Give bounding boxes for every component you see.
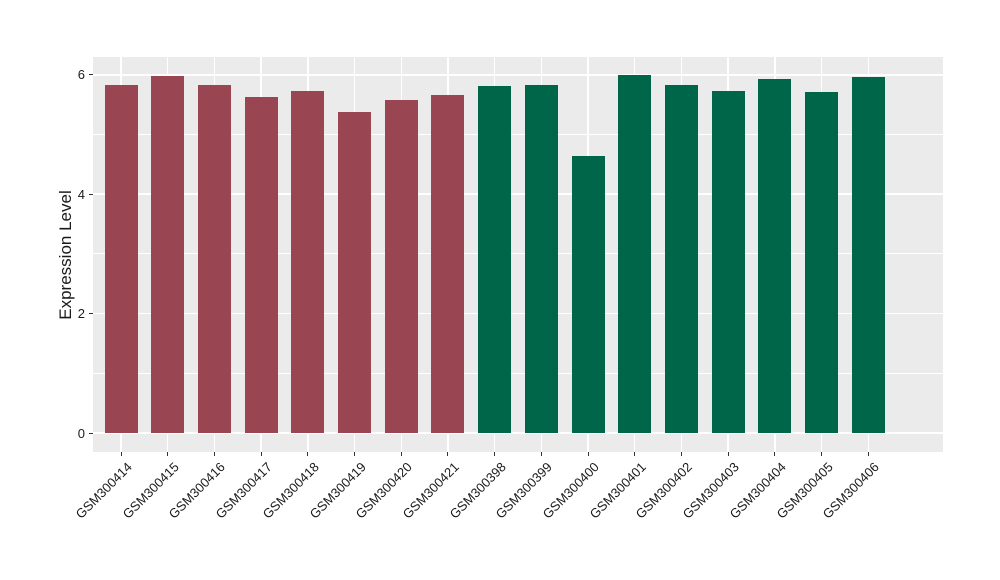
gridline-y-minor: [93, 133, 943, 135]
x-axis-tick: [400, 452, 402, 456]
x-axis-tick: [120, 452, 122, 456]
gridline-y-major: [93, 193, 943, 196]
x-axis-tick: [587, 452, 589, 456]
bar-GSM300405: [805, 92, 839, 433]
bar-GSM300420: [384, 99, 418, 433]
bar-GSM300399: [524, 85, 558, 433]
y-axis-tick: [89, 432, 93, 434]
x-axis-tick: [354, 452, 356, 456]
x-axis-tick: [213, 452, 215, 456]
gridline-y-minor: [93, 372, 943, 374]
bar-GSM300402: [664, 85, 698, 433]
x-axis-tick: [494, 452, 496, 456]
bar-GSM300400: [571, 155, 605, 433]
y-tick-label: 0: [77, 425, 85, 441]
gridline-y-major: [93, 73, 943, 76]
x-axis-tick: [307, 452, 309, 456]
bar-GSM300398: [478, 86, 512, 433]
y-tick-label: 2: [77, 306, 85, 322]
x-axis-tick: [167, 452, 169, 456]
x-axis-tick: [774, 452, 776, 456]
x-axis-tick: [680, 452, 682, 456]
bar-GSM300417: [244, 96, 278, 433]
gridline-y-major: [93, 312, 943, 315]
bar-GSM300415: [151, 75, 185, 433]
bar-GSM300414: [104, 84, 138, 433]
bar-GSM300416: [197, 85, 231, 433]
y-axis-tick: [89, 313, 93, 315]
bar-GSM300406: [851, 77, 885, 433]
y-tick-label: 6: [77, 67, 85, 83]
bar-GSM300401: [618, 74, 652, 433]
y-axis-tick: [89, 193, 93, 195]
y-axis-title: Expression Level: [56, 189, 75, 320]
bar-GSM300418: [291, 91, 325, 433]
y-tick-label: 4: [77, 186, 85, 202]
x-axis-tick: [447, 452, 449, 456]
bar-GSM300404: [758, 78, 792, 433]
gridline-y-minor: [93, 253, 943, 255]
bar-GSM300419: [338, 112, 372, 433]
bar-GSM300421: [431, 95, 465, 433]
x-axis-tick: [867, 452, 869, 456]
gridline-y-major: [93, 432, 943, 434]
bar-GSM300403: [711, 91, 745, 433]
x-axis-tick: [260, 452, 262, 456]
x-axis-tick: [727, 452, 729, 456]
x-axis-tick: [821, 452, 823, 456]
x-axis-tick: [540, 452, 542, 456]
x-axis-tick: [634, 452, 636, 456]
y-axis-tick: [89, 74, 93, 76]
plot-panel: [93, 57, 943, 452]
